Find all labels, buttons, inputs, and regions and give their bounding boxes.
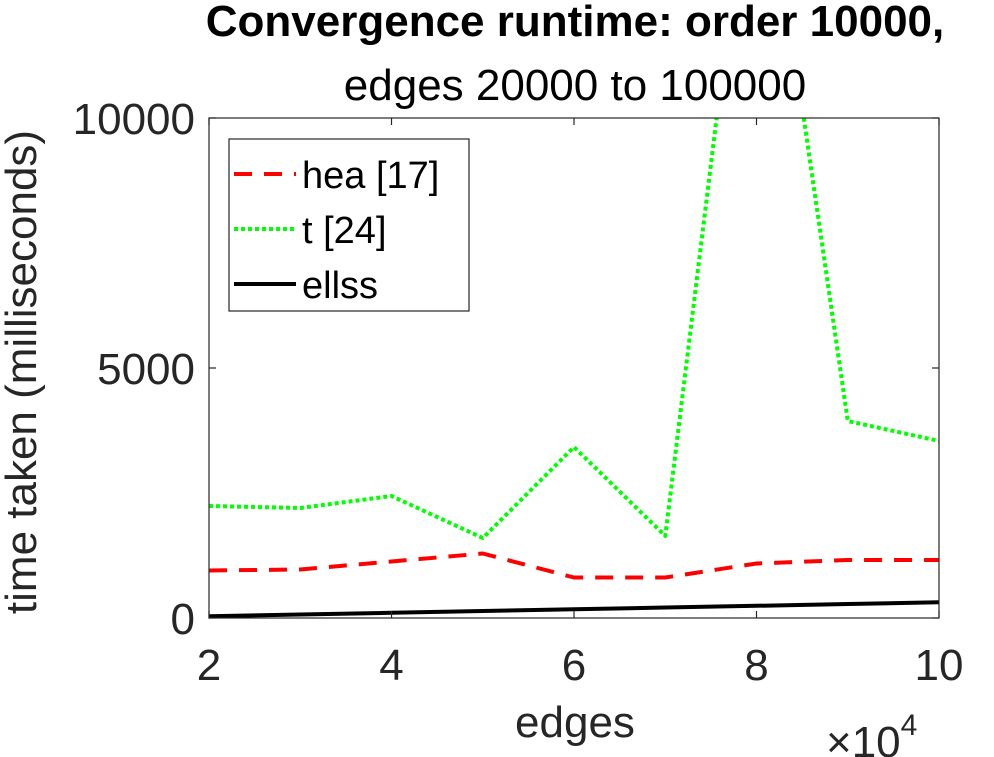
x-tick-label-3: 8 — [744, 641, 768, 690]
series-layer — [209, 118, 939, 618]
x-axis-multiplier: ×104 — [826, 709, 917, 757]
legend-label-hea: hea [17] — [302, 155, 439, 197]
x-tick-label-1: 4 — [379, 641, 403, 690]
y-tick-label-1: 5000 — [97, 345, 195, 394]
x-axis-label: edges — [515, 698, 635, 747]
x-axis-multiplier-exponent: 4 — [901, 709, 918, 742]
y-tick-label-0: 0 — [171, 595, 195, 644]
chart-subtitle: edges 20000 to 100000 — [344, 61, 806, 110]
x-tick-label-4: 10 — [915, 641, 964, 690]
x-axis-multiplier-base: ×10 — [826, 718, 901, 757]
series-line-1 — [209, 118, 939, 540]
legend-label-ellss: ellss — [302, 265, 378, 307]
y-tick-label-2: 10000 — [73, 95, 195, 144]
series-hea-17 — [209, 551, 939, 580]
y-axis-label: time taken (milliseconds) — [0, 130, 46, 614]
x-tick-label-0: 2 — [197, 641, 221, 690]
tick-layer: 2 4 6 8 10 0 5000 10000 — [73, 95, 964, 690]
legend: hea [17] t [24] ellss — [228, 138, 470, 312]
series-ellss — [209, 600, 939, 618]
series-t-24 — [209, 118, 939, 540]
x-tick-label-2: 6 — [562, 641, 586, 690]
series-line-2 — [209, 600, 939, 618]
series-line-0 — [209, 551, 939, 580]
legend-label-t: t [24] — [302, 210, 387, 252]
chart-title: Convergence runtime: order 10000, — [206, 0, 944, 46]
